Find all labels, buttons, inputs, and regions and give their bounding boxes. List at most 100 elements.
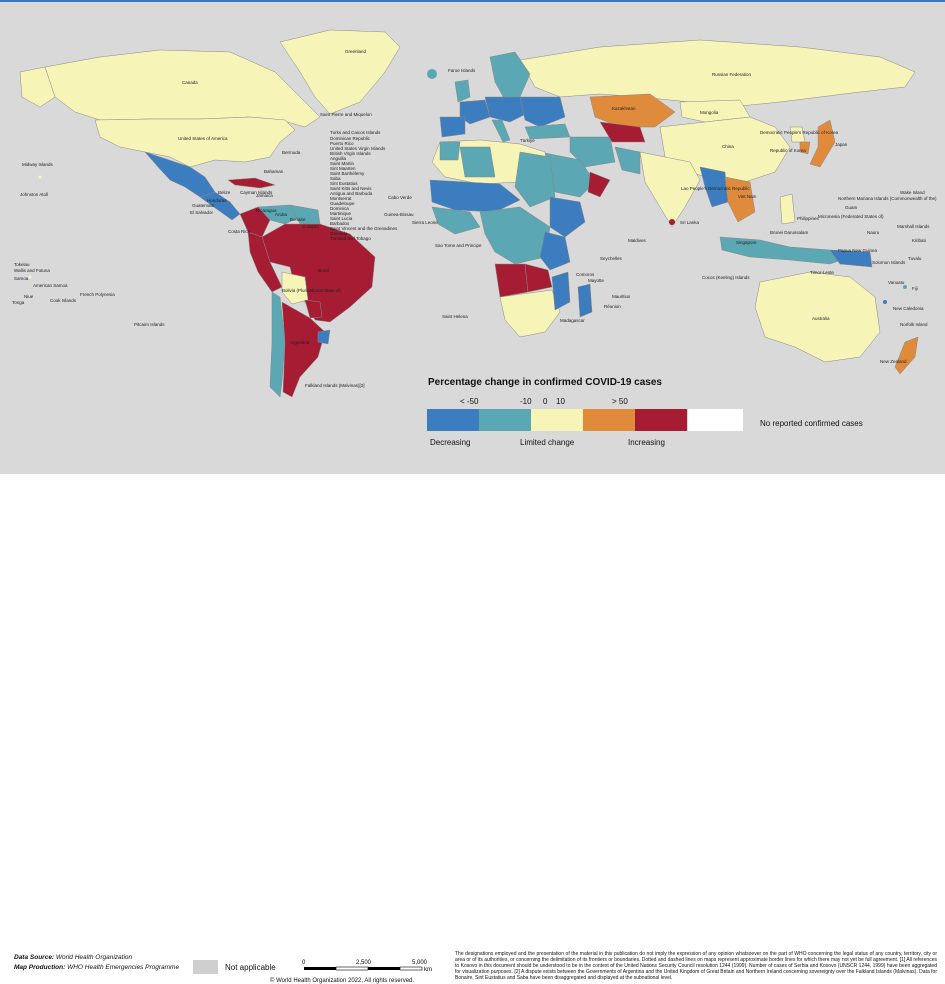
map-label: Trinidad and Tobago: [330, 236, 371, 241]
region-cuba: [227, 177, 276, 189]
region-australia: [754, 271, 881, 363]
map-label: Bermuda: [282, 150, 301, 155]
data-source: Data Source: World Health Organization: [14, 954, 132, 961]
map-label: Brunei Darussalam: [770, 230, 809, 235]
region-pakistan: [614, 146, 641, 175]
legend-swatch-limited: [531, 409, 583, 431]
region-alaska: [19, 66, 56, 108]
map-label: French Polynesia: [80, 292, 115, 297]
region-greenland: [279, 29, 401, 115]
map-label: Midway Islands: [22, 162, 53, 167]
map-label: American Samoa: [33, 283, 68, 288]
map-label: Mayotte: [588, 278, 605, 283]
map-label: Sint Eustatius: [330, 181, 358, 186]
legend-tick: < -50: [460, 397, 479, 406]
map-production-label: Map Production:: [14, 964, 66, 971]
legend-tick: 0: [543, 397, 548, 406]
map-label: Canada: [182, 80, 198, 85]
legend-swatch-decrease-strong: [427, 409, 479, 431]
map-label: New Zealand: [880, 359, 907, 364]
region-southern-africa: [499, 289, 561, 338]
copyright: © World Health Organization 2022, All ri…: [270, 978, 415, 984]
map-label: Belize: [218, 190, 231, 195]
region-new-caledonia: [883, 300, 887, 304]
map-label: Costa Rica: [228, 229, 251, 234]
map-label: Pitcairn Islands: [134, 322, 165, 327]
map-label: Jamaica: [256, 193, 273, 198]
region-canada: [44, 49, 321, 128]
map-label: Madagascar: [560, 318, 585, 323]
map-label: Dominican Republic: [330, 136, 371, 141]
map-label: Norfolk Island: [900, 322, 928, 327]
region-angola: [494, 263, 529, 298]
region-egypt-sudan: [514, 151, 556, 208]
map-label: Japan: [835, 142, 848, 147]
map-label: Wallis and Futuna: [14, 268, 50, 273]
region-zambia: [524, 263, 553, 293]
map-production-value: WHO Health Emergencies Programme: [67, 964, 180, 971]
map-label: Mauritius: [612, 294, 631, 299]
region-morocco: [439, 141, 461, 161]
map-label: El Salvador: [190, 210, 214, 215]
map-label: Honduras: [207, 198, 227, 203]
map-label: Nauru: [867, 230, 880, 235]
map-label: Greenland: [345, 49, 367, 54]
region-paraguay: [304, 299, 323, 319]
legend-tick: 10: [556, 397, 565, 406]
map-label: Kiribati: [912, 238, 926, 243]
region-east-africa: [539, 231, 571, 271]
legend-no-cases-label: No reported confirmed cases: [760, 419, 863, 428]
region-iran: [569, 136, 616, 168]
map-label: Saint Vincent and the Grenadines: [330, 226, 398, 231]
region-oman: [587, 171, 611, 198]
map-label: Republic of Korea: [770, 148, 806, 153]
map-label: Argentina: [290, 340, 310, 345]
map-label: Bahamas: [264, 169, 284, 174]
map-label: Anguilla: [330, 156, 347, 161]
map-label: British Virgin Islands: [330, 151, 371, 156]
map-label: Russian Federation: [712, 72, 752, 77]
map-label: Bonaire: [290, 217, 306, 222]
map-label: Tokelau: [14, 262, 30, 267]
region-algeria: [459, 146, 496, 178]
region-korea: [799, 141, 811, 155]
region-russia: [519, 39, 916, 108]
map-label: New Caledonia: [893, 306, 924, 311]
map-label: Northern Mariana Islands (Commonwealth o…: [838, 196, 937, 201]
map-label: Seychelles: [600, 256, 622, 261]
map-label: Saint Lucia: [330, 216, 353, 221]
region-fiji: [903, 285, 907, 289]
map-label: Cook Islands: [50, 298, 77, 303]
region-india: [639, 151, 701, 228]
map-label: Montserrat: [330, 196, 352, 201]
map-label: Nicaragua: [256, 208, 277, 213]
map-label: Solomon Islands: [872, 260, 906, 265]
map-label: Sri Lanka: [680, 220, 700, 225]
map-label: Barbados: [330, 221, 350, 226]
map-label: Saba: [330, 176, 341, 181]
map-label: Curaçao: [302, 224, 320, 229]
map-label: Sao Tome and Principe: [435, 243, 482, 248]
region-france: [459, 99, 491, 125]
region-kazakhstan: [589, 93, 676, 128]
legend-swatch-no-cases: [688, 409, 743, 431]
region-sri-lanka: [669, 219, 675, 225]
region-central-africa: [479, 206, 551, 265]
scale-unit: km: [424, 967, 432, 973]
map-label: Lao People's Democratic Republic: [681, 186, 750, 191]
map-label: Maldives: [628, 238, 646, 243]
not-applicable-label: Not applicable: [225, 963, 276, 972]
region-sahel: [429, 179, 521, 213]
region-samoa: [28, 275, 32, 279]
region-bangladesh-myanmar: [699, 166, 729, 208]
map-label: Guatemala: [192, 203, 215, 208]
region-papua: [829, 249, 873, 268]
map-label: Philippines: [797, 216, 819, 221]
legend-swatch-decrease: [479, 409, 531, 431]
legend-category-decreasing: Decreasing: [430, 438, 471, 447]
legend-category-limited: Limited change: [520, 438, 575, 447]
map-label: Turks and Caicos Islands: [330, 130, 381, 135]
map-label: Papua New Guinea: [838, 248, 878, 253]
data-source-label: Data Source:: [14, 954, 55, 961]
map-label: Cabo Verde: [388, 195, 412, 200]
